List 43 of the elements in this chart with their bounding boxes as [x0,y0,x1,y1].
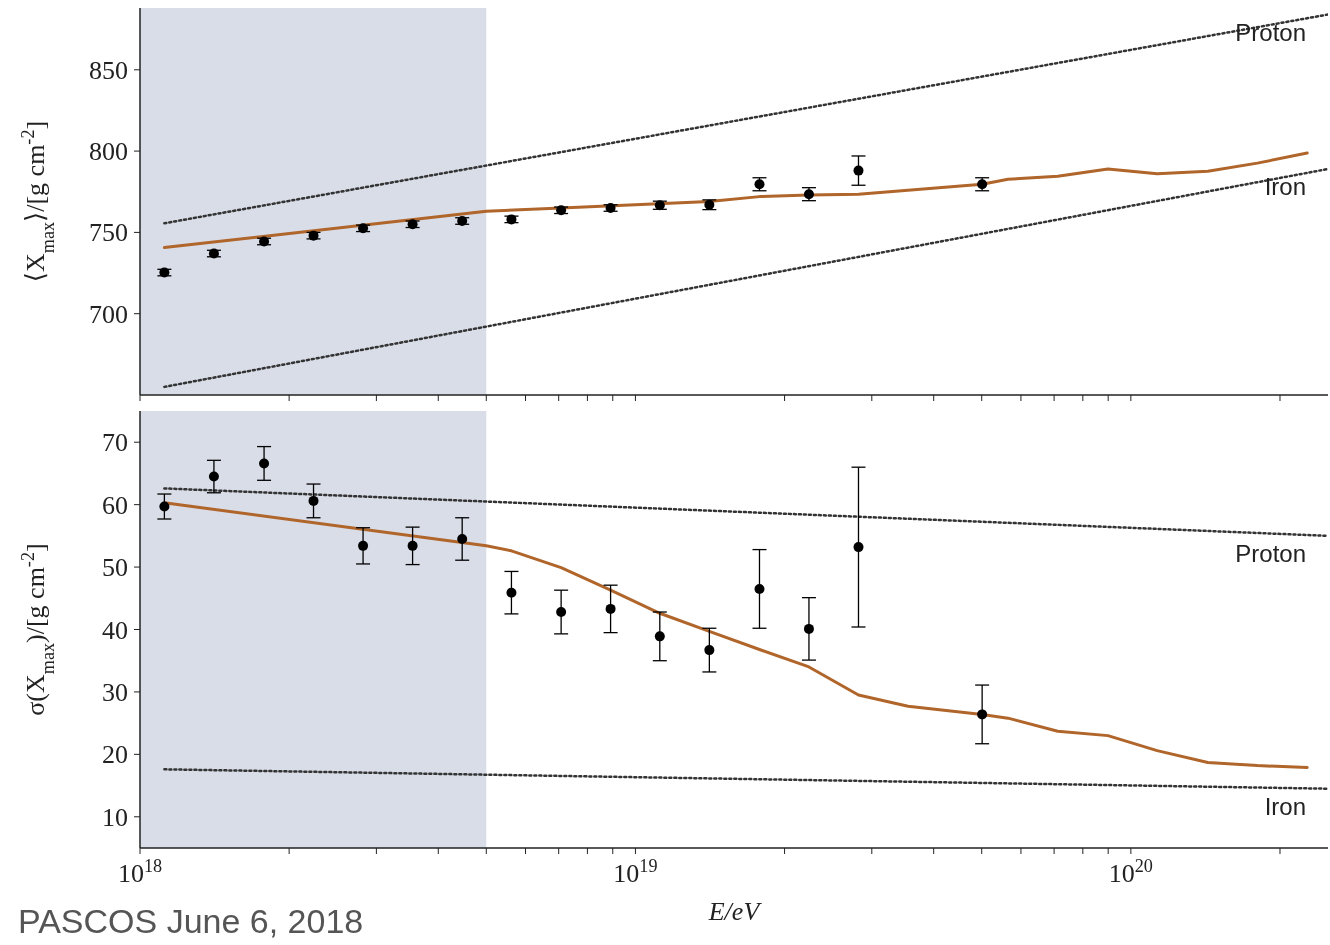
series-label: Proton [1235,539,1306,567]
point [506,587,517,598]
point [853,165,864,176]
x-tick-label: 10$^{18}$ [117,856,163,888]
x-tick-label: 10$^{19}$ [613,856,658,888]
y-tick-label: 30 [102,677,128,707]
point [259,236,270,247]
point [654,631,665,642]
series-label: Proton [1235,18,1306,46]
series-label: Iron [1264,172,1306,200]
point [803,623,814,634]
y-tick-label: 800 [89,137,128,167]
y-tick-label: 50 [102,553,128,583]
y-tick-label: 70 [102,428,128,458]
point [358,540,369,551]
point [208,248,219,259]
text: PASCOS June 6, 2018 [18,901,364,941]
point [605,603,616,614]
point [407,540,418,551]
y-tick-label: 20 [102,740,128,770]
point [457,533,468,544]
point [754,583,765,594]
point [853,542,864,553]
point [457,216,468,227]
point [556,205,567,216]
x-axis-title: E/eV [707,897,763,926]
series-label: Iron [1264,792,1306,820]
point [159,501,170,512]
point [208,471,219,482]
y-tick-label: 700 [89,299,128,329]
y-tick-label: 40 [102,615,128,645]
point [308,230,319,241]
y-tick-label: 850 [89,55,128,85]
point [506,214,517,225]
point [259,458,270,469]
y-tick-label: 60 [102,490,128,520]
point [704,645,715,656]
point [308,495,319,506]
x-tick-label: 10$^{20}$ [1108,856,1153,888]
y-tick-label: 10 [102,802,128,832]
point [358,223,369,234]
y-tick-label: 750 [89,218,128,248]
point [556,607,567,618]
